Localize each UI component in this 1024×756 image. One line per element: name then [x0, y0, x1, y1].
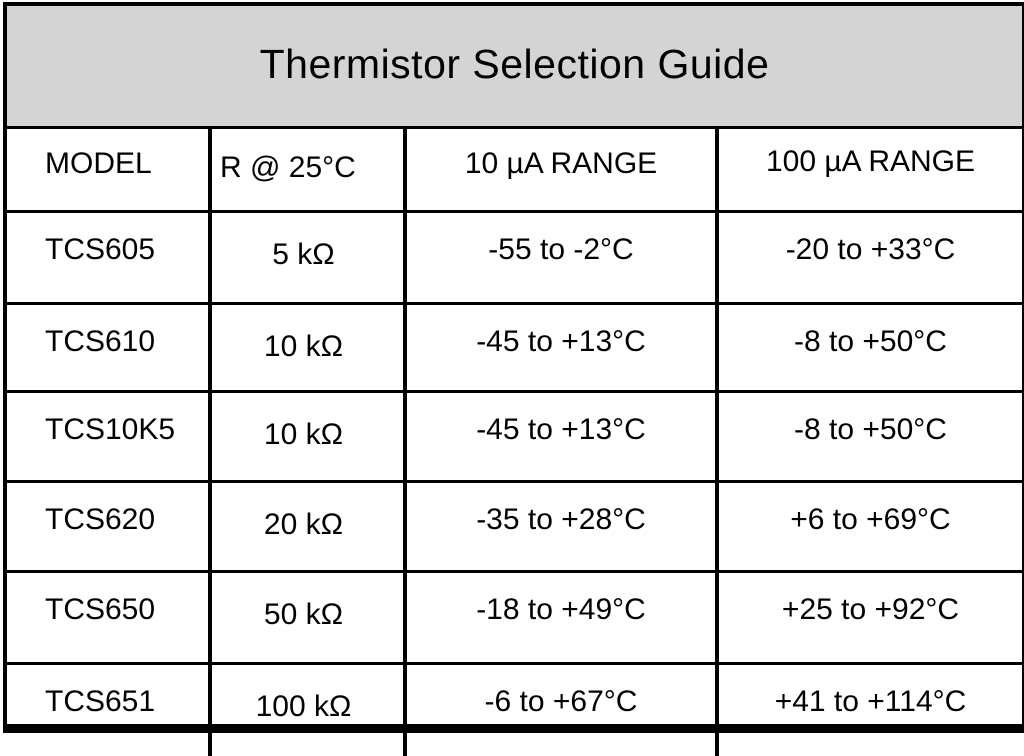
model-cell: TCS605 [7, 212, 210, 304]
header-resistance: R @ 25°C [210, 129, 405, 212]
resistance-cell: 10 kΩ [210, 304, 405, 392]
model-cell: TCS10K5 [7, 392, 210, 482]
resistance-cell: 10 kΩ [210, 392, 405, 482]
range-10ua-cell: -35 to +28°C [405, 482, 717, 572]
resistance-cell: 20 kΩ [210, 482, 405, 572]
model-cell: TCS620 [7, 482, 210, 572]
resistance-cell: 100 kΩ [210, 664, 405, 756]
range-100ua-cell: +41 to +114°C [717, 664, 1022, 756]
header-10ua-range: 10 µA RANGE [405, 129, 717, 212]
range-100ua-cell: +6 to +69°C [717, 482, 1022, 572]
range-10ua-cell: -45 to +13°C [405, 304, 717, 392]
header-100ua-range: 100 µA RANGE [717, 129, 1022, 212]
resistance-cell: 50 kΩ [210, 572, 405, 664]
selection-table: MODEL R @ 25°C 10 µA RANGE 100 µA RANGE … [7, 129, 1022, 756]
range-100ua-cell: -8 to +50°C [717, 304, 1022, 392]
selection-guide-table-frame: Thermistor Selection Guide MODEL R @ 25°… [3, 2, 1024, 733]
range-10ua-cell: -45 to +13°C [405, 392, 717, 482]
range-10ua-cell: -6 to +67°C [405, 664, 717, 756]
range-100ua-cell: -8 to +50°C [717, 392, 1022, 482]
resistance-cell: 5 kΩ [210, 212, 405, 304]
table-title: Thermistor Selection Guide [260, 41, 770, 88]
title-bar: Thermistor Selection Guide [7, 6, 1022, 129]
range-10ua-cell: -55 to -2°C [405, 212, 717, 304]
model-cell: TCS650 [7, 572, 210, 664]
range-100ua-cell: -20 to +33°C [717, 212, 1022, 304]
model-cell: TCS651 [7, 664, 210, 756]
range-100ua-cell: +25 to +92°C [717, 572, 1022, 664]
range-10ua-cell: -18 to +49°C [405, 572, 717, 664]
header-row: MODEL R @ 25°C 10 µA RANGE 100 µA RANGE [7, 129, 1022, 212]
header-model: MODEL [7, 129, 210, 212]
model-cell: TCS610 [7, 304, 210, 392]
